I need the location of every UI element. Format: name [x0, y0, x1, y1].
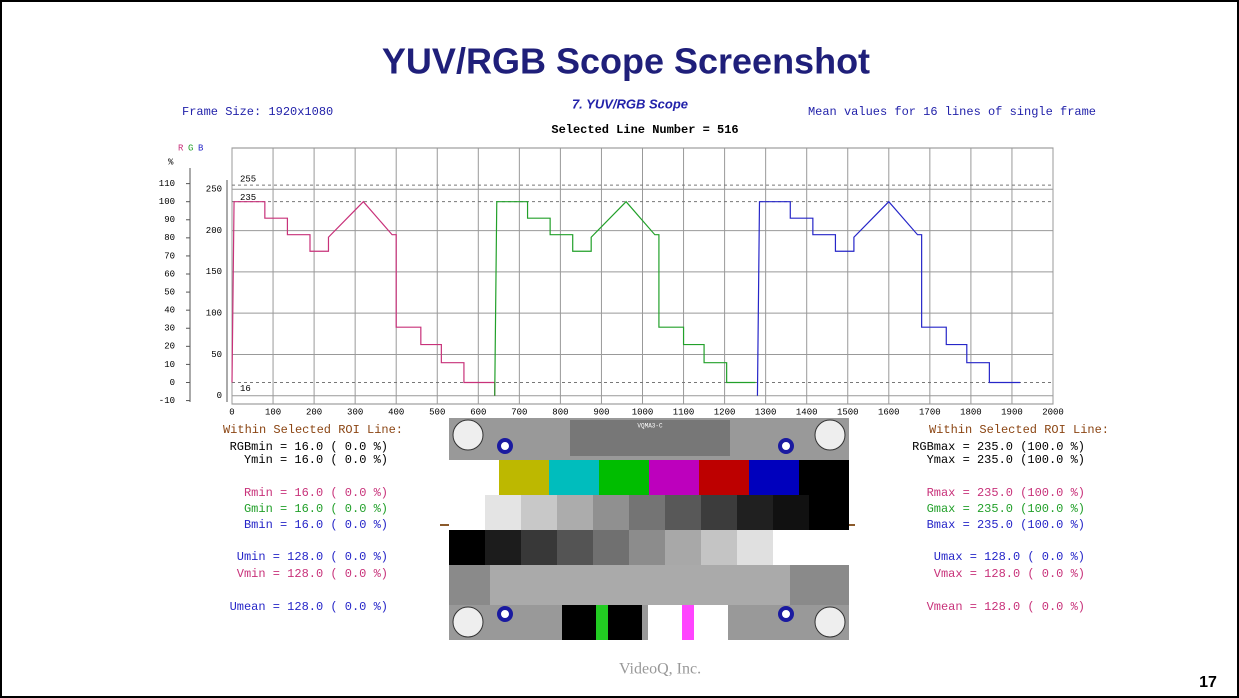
stats-line: Gmax = 235.0 (100.0 %) [927, 502, 1085, 516]
stats-line: Ymin = 16.0 ( 0.0 %) [244, 453, 388, 467]
pattern-label: VQMA3-C [637, 423, 663, 430]
x-tick-label: 1000 [632, 407, 654, 417]
x-tick-label: 1300 [755, 407, 777, 417]
x-tick-label: 1500 [837, 407, 859, 417]
panel-title: 7. YUV/RGB Scope [572, 96, 688, 111]
x-tick-label: 1400 [796, 407, 818, 417]
x-tick-label: 1200 [714, 407, 736, 417]
stats-line: Rmax = 235.0 (100.0 %) [927, 486, 1085, 500]
stats-heading: Within Selected ROI Line: [929, 423, 1109, 437]
y-tick-label: 50 [211, 350, 222, 360]
stats-line: RGBmin = 16.0 ( 0.0 %) [230, 440, 388, 454]
mean-note: Mean values for 16 lines of single frame [808, 105, 1096, 119]
y-tick-label: 200 [206, 226, 222, 236]
x-tick-label: 500 [429, 407, 445, 417]
company: VideoQ, Inc. [619, 661, 701, 678]
stats-line: Vmin = 128.0 ( 0.0 %) [237, 567, 388, 581]
x-tick-label: 0 [229, 407, 234, 417]
y2-tick-label: 80 [164, 233, 175, 243]
reference-label: 16 [240, 384, 251, 394]
y2-tick-label: -10 [159, 396, 175, 406]
y-tick-label: 0 [217, 391, 222, 401]
stats-heading: Within Selected ROI Line: [223, 423, 403, 437]
stats-line: Bmin = 16.0 ( 0.0 %) [244, 518, 388, 532]
x-tick-label: 100 [265, 407, 281, 417]
y2-tick-label: 50 [164, 287, 175, 297]
x-tick-label: 1800 [960, 407, 982, 417]
x-tick-label: 600 [470, 407, 486, 417]
stats-line: Bmax = 235.0 (100.0 %) [927, 518, 1085, 532]
line-number: Selected Line Number = 516 [551, 123, 738, 137]
legend-entry: G [188, 143, 193, 153]
stats-line: Umax = 128.0 ( 0.0 %) [934, 550, 1085, 564]
legend-entry: B [198, 143, 204, 153]
stats-line: RGBmax = 235.0 (100.0 %) [912, 440, 1085, 454]
x-tick-label: 1900 [1001, 407, 1023, 417]
y2-tick-label: 20 [164, 342, 175, 352]
y2-tick-label: 10 [164, 360, 175, 370]
test-pattern: VQMA3-C [440, 418, 855, 640]
stats-line: Umean = 128.0 ( 0.0 %) [230, 600, 388, 614]
stats-line: Umin = 128.0 ( 0.0 %) [237, 550, 388, 564]
slide-title: YUV/RGB Scope Screenshot [382, 41, 870, 82]
y-tick-label: 100 [206, 309, 222, 319]
x-tick-label: 700 [511, 407, 527, 417]
y2-tick-label: 30 [164, 324, 175, 334]
stats-line: Vmean = 128.0 ( 0.0 %) [927, 600, 1085, 614]
percent-unit: % [168, 157, 174, 167]
x-tick-label: 1100 [673, 407, 695, 417]
y2-tick-label: 60 [164, 269, 175, 279]
y2-tick-label: 110 [159, 179, 175, 189]
y2-tick-label: 70 [164, 251, 175, 261]
y-tick-label: 250 [206, 185, 222, 195]
x-tick-label: 1700 [919, 407, 941, 417]
x-tick-label: 900 [593, 407, 609, 417]
x-tick-label: 300 [347, 407, 363, 417]
x-tick-label: 400 [388, 407, 404, 417]
x-tick-label: 2000 [1042, 407, 1064, 417]
slide: YUV/RGB Scope Screenshot Frame Size: 192… [0, 0, 1239, 698]
y2-tick-label: 90 [164, 215, 175, 225]
x-tick-label: 800 [552, 407, 568, 417]
y2-tick-label: 0 [170, 378, 175, 388]
frame-size: Frame Size: 1920x1080 [182, 105, 333, 119]
legend-entry: R [178, 143, 184, 153]
stats-line: Vmax = 128.0 ( 0.0 %) [934, 567, 1085, 581]
y-tick-label: 150 [206, 267, 222, 277]
page-number: 17 [1199, 674, 1217, 691]
x-tick-label: 1600 [878, 407, 900, 417]
y2-tick-label: 100 [159, 197, 175, 207]
stats-line: Gmin = 16.0 ( 0.0 %) [244, 502, 388, 516]
y2-tick-label: 40 [164, 306, 175, 316]
stats-line: Ymax = 235.0 (100.0 %) [927, 453, 1085, 467]
x-tick-label: 200 [306, 407, 322, 417]
reference-label: 255 [240, 175, 256, 185]
stats-line: Rmin = 16.0 ( 0.0 %) [244, 486, 388, 500]
